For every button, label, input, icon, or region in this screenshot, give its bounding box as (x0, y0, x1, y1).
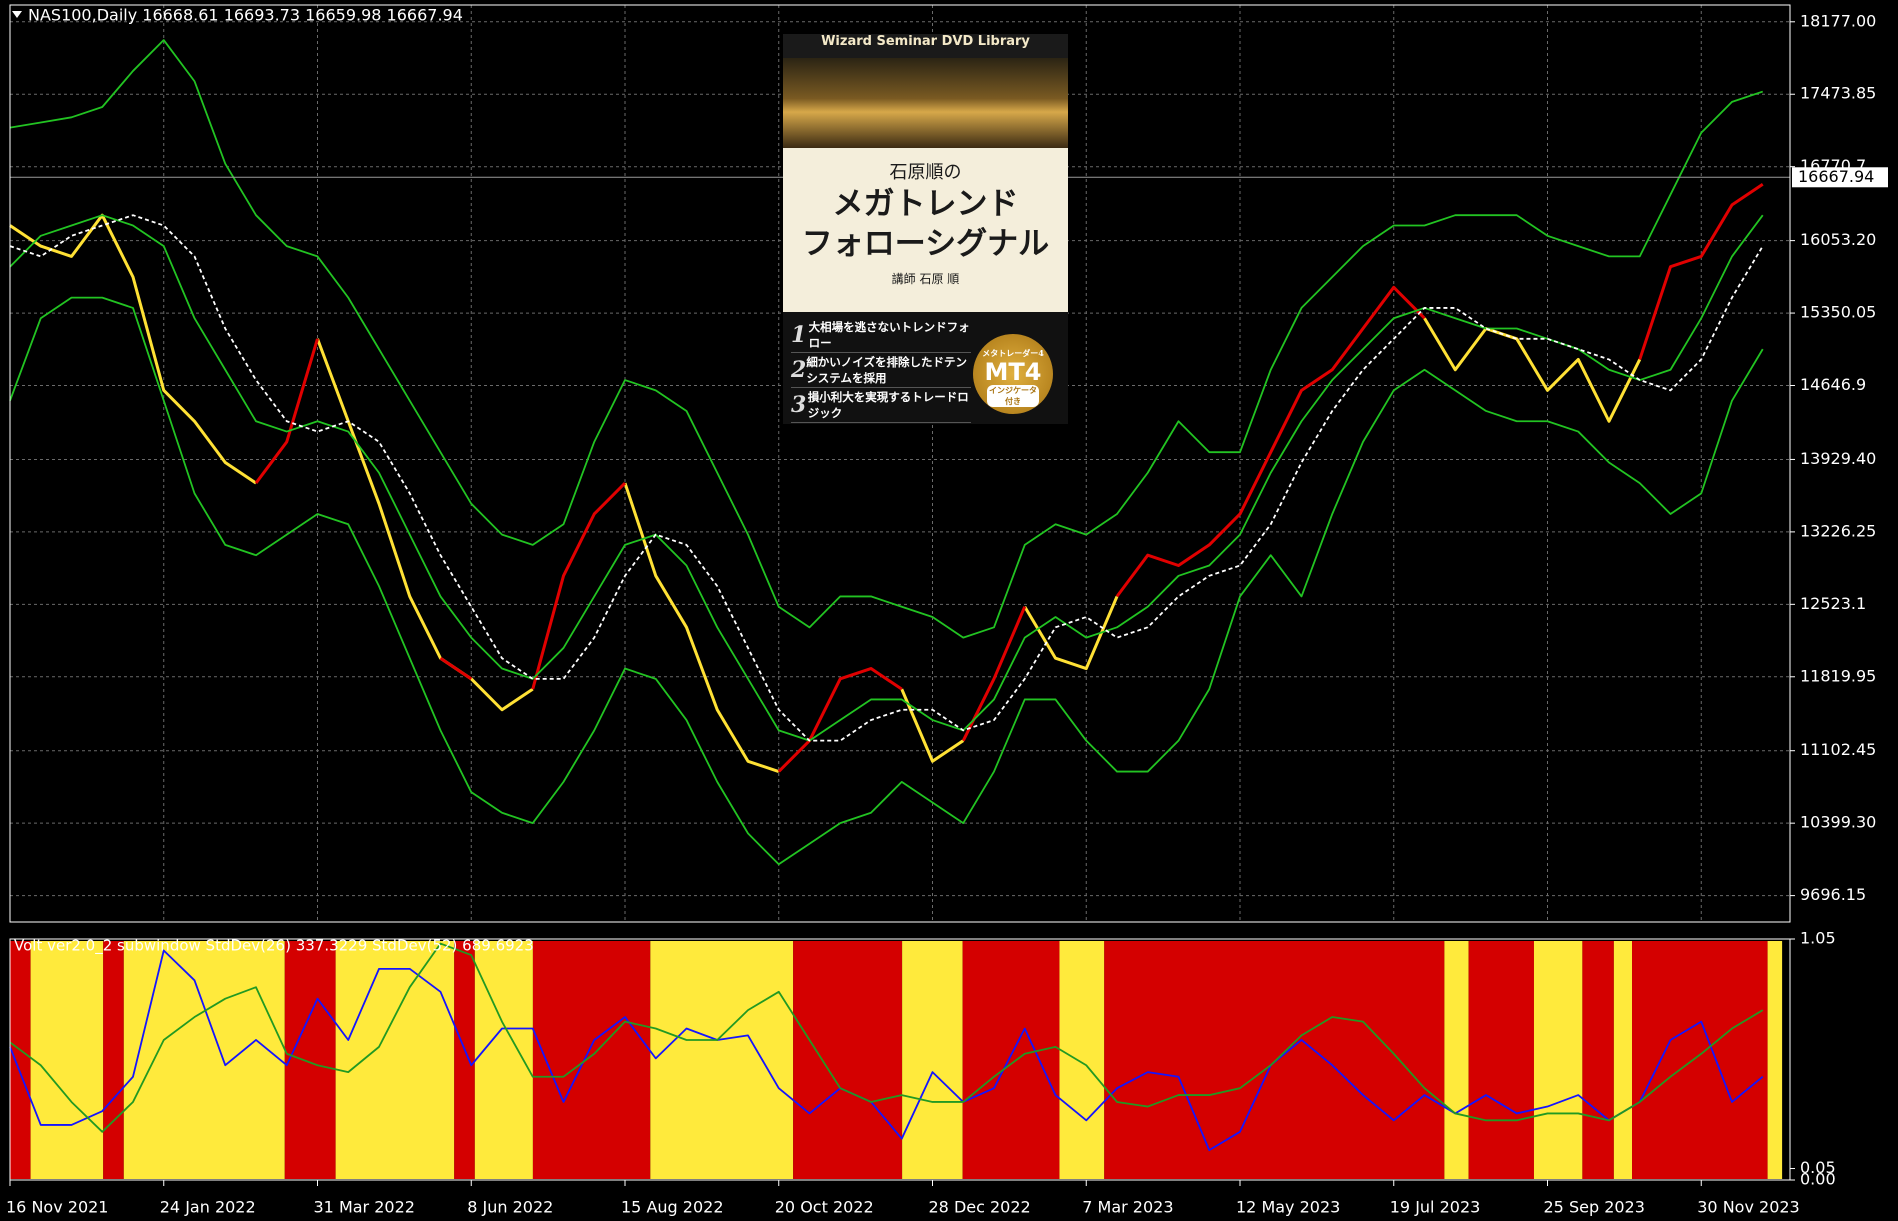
item-text: 細かいノイズを排除したドテンシステムを採用 (806, 355, 967, 385)
series-line (9, 214, 1764, 742)
regime-stripe (1104, 941, 1445, 1179)
series-line (254, 183, 1764, 773)
x-tick-label: 19 Jul 2023 (1390, 1198, 1481, 1217)
y-tick-label: 11819.95 (1800, 666, 1876, 685)
ad-item: 3 損小利大を実現するトレードロジック (791, 388, 971, 423)
y-tick-label: 13929.40 (1800, 449, 1876, 468)
item-number: 1 (791, 322, 807, 348)
badge-top: メタトレーダー4 (982, 348, 1044, 358)
main-frame (9, 4, 1791, 923)
regime-stripe (335, 941, 455, 1179)
series-line (9, 39, 1764, 639)
menu-arrow[interactable] (12, 11, 22, 18)
y-tick-label: 0.05 (1800, 1158, 1836, 1177)
x-tick-label: 20 Oct 2022 (775, 1198, 874, 1217)
x-tick-label: 30 Nov 2023 (1697, 1198, 1799, 1217)
ad-items: 1 大相場を逃さないトレンドフォロー 2 細かいノイズを排除したドテンシステムを採用… (783, 312, 1068, 424)
x-tick-label: 7 Mar 2023 (1082, 1198, 1173, 1217)
regime-stripe (1767, 941, 1783, 1179)
y-tick-label: 18177.00 (1800, 11, 1876, 30)
item-text: 大相場を逃さないトレンドフォロー (808, 320, 970, 350)
regime-stripe (902, 941, 963, 1179)
item-text: 損小利大を実現するトレードロジック (807, 390, 969, 420)
ad-item: 2 細かいノイズを排除したドテンシステムを採用 (791, 353, 971, 388)
ad-title-box: 石原順の メガトレンド フォローシグナル 講師 石原 順 (783, 148, 1068, 312)
series-line (9, 296, 1764, 866)
x-tick-label: 16 Nov 2021 (6, 1198, 108, 1217)
y-tick-label: 0.00 (1800, 1170, 1836, 1189)
regime-stripe (1582, 941, 1614, 1179)
ad-image (783, 58, 1068, 148)
x-tick-label: 12 May 2023 (1236, 1198, 1340, 1217)
y-tick-label: 13226.25 (1800, 521, 1876, 540)
y-tick-label: 14646.9 (1800, 375, 1866, 394)
ad-prefix: 石原順の (889, 162, 962, 183)
y-tick-label: 1.05 (1800, 929, 1836, 948)
regime-stripe (793, 941, 903, 1179)
subwindow-title: Volt ver2.0_2 subwindow StdDev(26) 337.3… (14, 937, 534, 956)
y-tick-label: 16053.20 (1800, 230, 1876, 249)
x-tick-label: 25 Sep 2023 (1544, 1198, 1645, 1217)
y-tick-label: 11102.45 (1800, 740, 1876, 759)
regime-stripe (962, 941, 1060, 1179)
badge-main: MT4 (984, 358, 1042, 386)
regime-stripe (123, 941, 285, 1179)
regime-stripe (30, 941, 104, 1179)
series-line (9, 213, 1642, 773)
y-tick-label: 12523.1 (1800, 594, 1866, 613)
ad-lecturer: 講師 石原 順 (891, 272, 960, 286)
regime-stripe (532, 941, 651, 1179)
regime-stripe (284, 941, 336, 1179)
y-tick-label: 17473.85 (1800, 84, 1876, 103)
y-tick-label: 10399.30 (1800, 813, 1876, 832)
last-price-label: 16667.94 (1798, 167, 1874, 186)
y-tick-label: 15350.05 (1800, 303, 1876, 322)
x-tick-label: 28 Dec 2022 (929, 1198, 1031, 1217)
regime-stripe (1632, 941, 1768, 1179)
regime-stripe (1059, 941, 1105, 1179)
item-number: 2 (791, 357, 807, 383)
regime-stripe (650, 941, 794, 1179)
x-tick-label: 24 Jan 2022 (160, 1198, 256, 1217)
regime-stripe (1613, 941, 1633, 1179)
sub-frame (9, 938, 1791, 1181)
ad-badge: メタトレーダー4 MT4 インジケータ付き (973, 334, 1053, 414)
regime-stripes (10, 941, 1783, 1179)
ad-item: 1 大相場を逃さないトレンドフォロー (791, 318, 971, 353)
series-line (9, 949, 1764, 1152)
x-tick-label: 8 Jun 2022 (467, 1198, 553, 1217)
regime-stripe (103, 941, 124, 1179)
series-line (9, 942, 1764, 1133)
regime-stripe (1533, 941, 1583, 1179)
regime-stripe (10, 941, 31, 1179)
badge-bottom: インジケータ付き (987, 385, 1039, 407)
chart-title: NAS100,Daily 16668.61 16693.73 16659.98 … (28, 6, 463, 25)
regime-stripe (1444, 941, 1469, 1179)
last-price-box (1792, 167, 1888, 188)
regime-stripe (1468, 941, 1534, 1179)
advertisement[interactable]: Wizard Seminar DVD Library 石原順の メガトレンド フ… (783, 34, 1068, 424)
x-tick-label: 31 Mar 2022 (314, 1198, 415, 1217)
ad-title: メガトレンド (832, 186, 1019, 222)
ad-header: Wizard Seminar DVD Library (783, 34, 1068, 58)
x-tick-label: 15 Aug 2022 (621, 1198, 724, 1217)
plot-layer: 18177.0017473.8516770.716053.2015350.051… (6, 5, 1888, 1217)
y-tick-label: 9696.15 (1800, 885, 1866, 904)
ad-title: フォローシグナル (801, 226, 1050, 262)
regime-stripe (454, 941, 475, 1179)
item-number: 3 (791, 392, 807, 418)
